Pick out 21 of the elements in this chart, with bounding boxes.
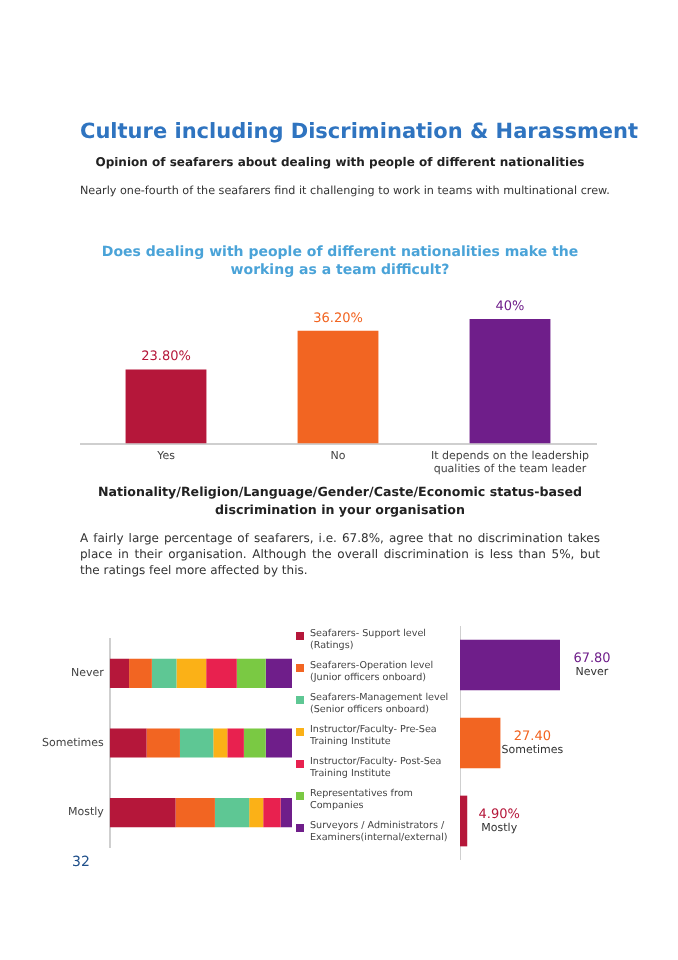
bar	[214, 797, 250, 828]
bar	[263, 797, 281, 828]
bar	[129, 658, 152, 689]
bar	[265, 728, 292, 758]
bar	[249, 797, 264, 828]
bar	[227, 728, 244, 758]
bar	[109, 728, 147, 758]
bar	[265, 658, 292, 689]
bar	[243, 728, 266, 758]
bar	[151, 658, 177, 689]
bar	[206, 658, 237, 689]
bar	[109, 658, 130, 689]
bar	[176, 658, 207, 689]
bar	[179, 728, 214, 758]
bar	[146, 728, 180, 758]
bar	[280, 797, 292, 828]
bar	[213, 728, 228, 758]
bar	[109, 797, 176, 828]
text: Culture including Discrimination & Harassment	[80, 120, 640, 144]
bar	[175, 797, 215, 828]
bar	[236, 658, 266, 689]
